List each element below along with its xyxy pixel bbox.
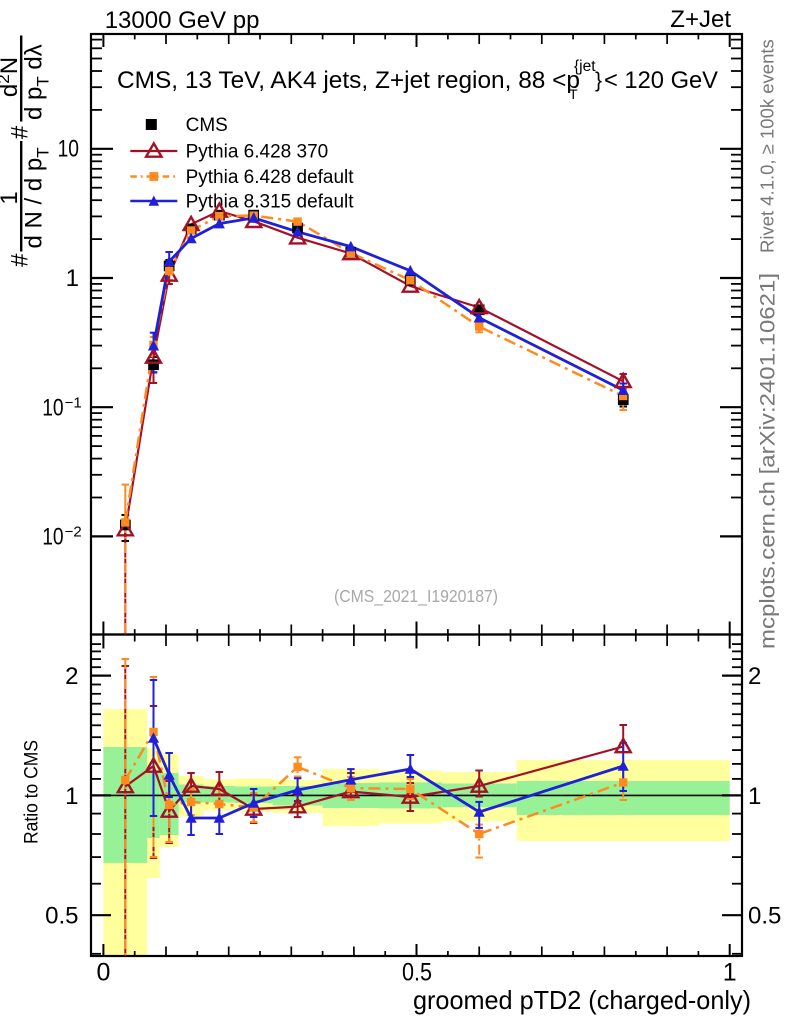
svg-text:Pythia 8.315 default: Pythia 8.315 default: [186, 192, 355, 213]
svg-text:1: 1: [723, 959, 737, 987]
svg-text:CMS, 13 TeV, AK4 jets, Z+jet r: CMS, 13 TeV, AK4 jets, Z+jet region, 88 …: [117, 67, 580, 94]
svg-text:T: T: [569, 86, 578, 102]
svg-text:#: #: [7, 125, 34, 139]
svg-text:mcplots.cern.ch [arXiv:2401.10: mcplots.cern.ch [arXiv:2401.10621]: [757, 273, 780, 649]
svg-text:0.5: 0.5: [402, 959, 432, 987]
svg-text:d N / d pT: d N / d pT: [21, 147, 53, 248]
svg-text:Ratio to CMS: Ratio to CMS: [22, 740, 43, 844]
svg-text:{jet: {jet: [574, 58, 596, 75]
svg-text:1: 1: [65, 783, 78, 810]
svg-text:d2N: d2N: [0, 57, 23, 97]
svg-text:10: 10: [58, 136, 79, 163]
svg-text:1: 1: [66, 265, 79, 292]
svg-text:1: 1: [748, 783, 761, 810]
svg-text:1: 1: [0, 191, 23, 204]
svg-text:2: 2: [748, 663, 761, 690]
svg-text:(CMS_2021_I1920187): (CMS_2021_I1920187): [334, 586, 498, 607]
svg-text:0.5: 0.5: [748, 903, 781, 930]
svg-text:#: #: [7, 253, 34, 267]
svg-text:Rivet 4.1.0, ≥ 100k events: Rivet 4.1.0, ≥ 100k events: [757, 39, 778, 253]
svg-text:2: 2: [65, 663, 78, 690]
svg-text:}: }: [595, 69, 602, 92]
svg-text:CMS: CMS: [186, 115, 228, 136]
svg-text:Pythia 6.428 370: Pythia 6.428 370: [186, 142, 329, 163]
svg-text:10: 10: [42, 524, 63, 551]
svg-text:Z+Jet: Z+Jet: [670, 6, 731, 33]
svg-text:−2: −2: [65, 524, 82, 541]
svg-text:0.5: 0.5: [45, 903, 78, 930]
svg-text:groomed pTD2 (charged-only): groomed pTD2 (charged-only): [413, 985, 751, 1015]
svg-text:Pythia 6.428 default: Pythia 6.428 default: [186, 167, 355, 188]
svg-text:< 120 GeV: < 120 GeV: [604, 67, 718, 94]
svg-text:10: 10: [42, 395, 63, 422]
svg-text:13000 GeV pp: 13000 GeV pp: [105, 7, 260, 34]
svg-text:−1: −1: [65, 395, 82, 412]
svg-text:0: 0: [96, 959, 110, 987]
